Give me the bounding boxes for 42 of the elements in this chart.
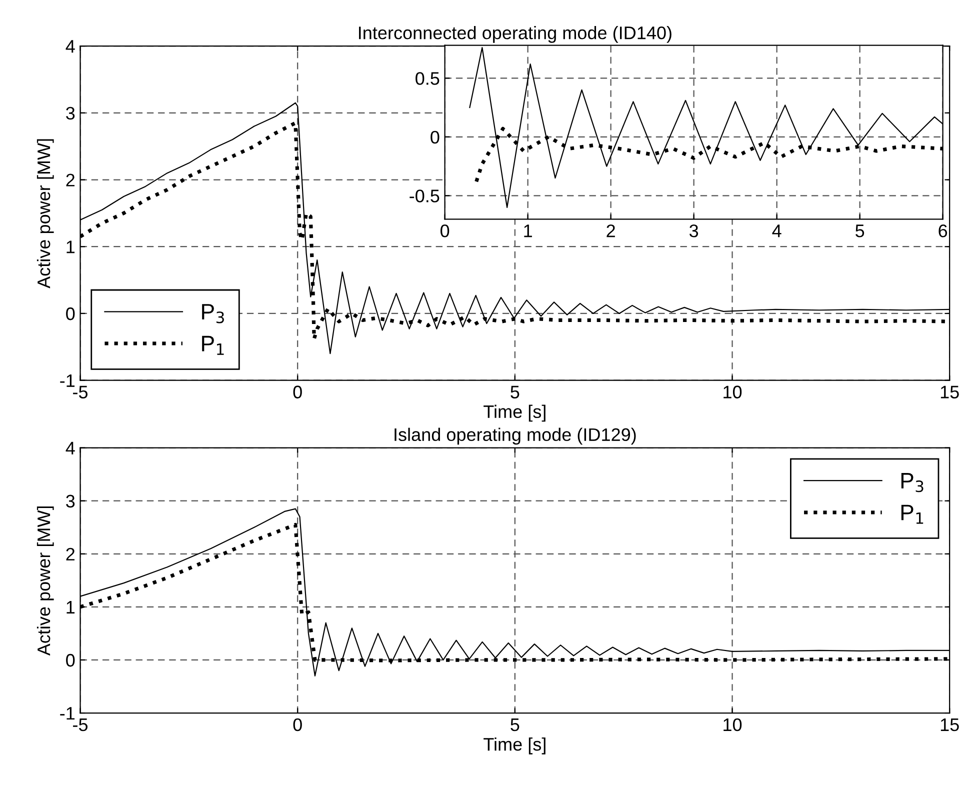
y-tick-label: 3 — [66, 494, 75, 508]
chart-title: Interconnected operating mode (ID140) — [359, 26, 672, 43]
chart-title: Island operating mode (ID129) — [394, 428, 636, 445]
x-tick-label: 1 — [524, 224, 532, 238]
y-tick-label: 0 — [66, 307, 75, 320]
x-tick-label: 5 — [510, 718, 520, 732]
y-tick-label: 0 — [430, 130, 440, 144]
x-tick-label: 3 — [689, 224, 698, 238]
y-tick-label: 2 — [66, 174, 74, 186]
legend-label: P$_{3}$ — [202, 304, 224, 324]
x-tick-label: 2 — [606, 224, 615, 238]
x-tick-label: -5 — [73, 386, 88, 398]
y-tick-label: -0.5 — [410, 190, 440, 202]
y-tick-label: 1 — [66, 240, 75, 254]
x-axis-title: Time [s] — [484, 737, 546, 754]
y-tick-label: 4 — [66, 442, 75, 454]
y-axis-title: Active power [MW] — [36, 506, 54, 656]
y-tick-label: -1 — [60, 707, 75, 720]
legend-label: P$_{1}$ — [202, 336, 224, 355]
y-tick-label: 4 — [66, 40, 75, 53]
y-tick-label: 0 — [66, 654, 75, 667]
legend-label: P$_{1}$ — [901, 504, 924, 524]
x-tick-label: 0 — [293, 718, 302, 732]
y-axis-title: Active power [MW] — [36, 139, 54, 288]
x-tick-label: 5 — [856, 224, 864, 238]
legend-label: P$_{3}$ — [901, 473, 924, 492]
x-tick-label: 15 — [940, 718, 959, 732]
x-axis-title: Time [s] — [484, 404, 546, 422]
y-tick-label: 1 — [66, 601, 75, 614]
y-tick-label: 0.5 — [416, 72, 440, 85]
x-tick-label: 6 — [938, 224, 948, 238]
y-tick-label: 3 — [66, 106, 75, 120]
x-tick-label: 10 — [724, 386, 742, 398]
x-tick-label: 15 — [940, 386, 959, 398]
y-tick-label: 2 — [66, 548, 74, 560]
x-tick-label: 0 — [293, 386, 302, 398]
x-tick-label: 4 — [772, 224, 782, 238]
x-tick-label: 0 — [440, 224, 450, 238]
x-tick-label: 5 — [510, 386, 520, 398]
x-tick-label: 10 — [724, 718, 742, 732]
y-tick-label: -1 — [60, 374, 75, 387]
x-tick-label: -5 — [73, 718, 88, 732]
